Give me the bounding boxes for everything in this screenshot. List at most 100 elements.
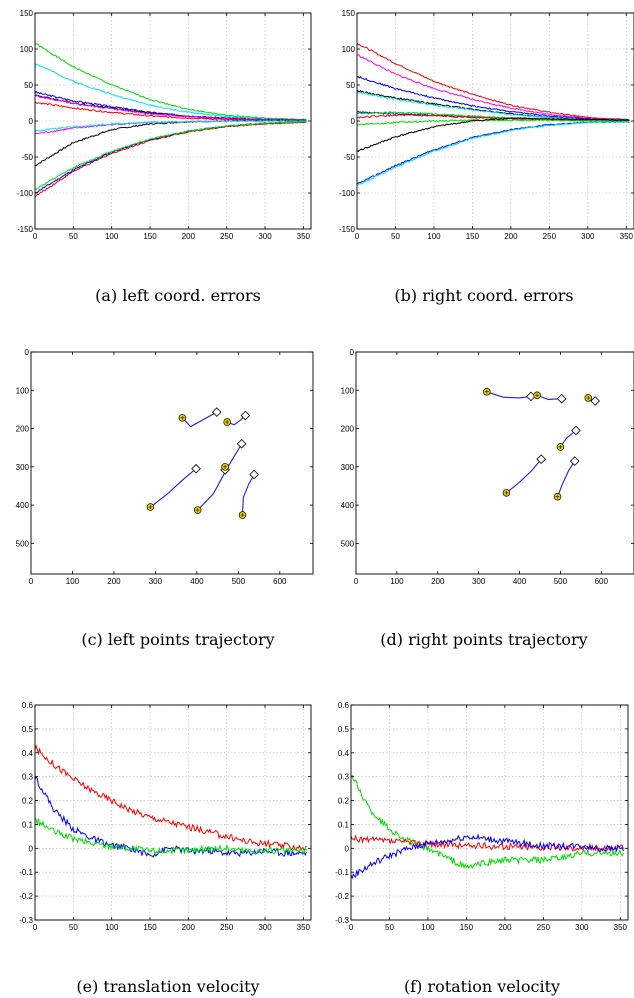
x-tick-label: 100 bbox=[421, 923, 435, 932]
x-tick-label: 0 bbox=[349, 923, 354, 932]
x-tick-label: 200 bbox=[182, 232, 196, 241]
x-tick-label: 200 bbox=[431, 577, 445, 586]
x-tick-label: 350 bbox=[297, 232, 311, 241]
x-tick-label: 100 bbox=[66, 577, 80, 586]
y-tick-label: 0.3 bbox=[22, 773, 34, 782]
y-tick-label: 400 bbox=[16, 501, 30, 510]
x-tick-label: 250 bbox=[543, 232, 557, 241]
x-tick-label: 100 bbox=[390, 577, 404, 586]
y-tick-label: 0.5 bbox=[338, 725, 350, 734]
panel-f: (f) rotation velocity 0 50 100 150 200 250 300… bbox=[335, 701, 629, 996]
x-tick-label: 0 bbox=[355, 232, 360, 241]
y-tick-label: 200 bbox=[16, 425, 30, 434]
y-tick-label: 0 bbox=[351, 117, 356, 126]
x-tick-label: 200 bbox=[504, 232, 518, 241]
y-tick-label: -50 bbox=[21, 153, 33, 162]
x-tick-label: 300 bbox=[149, 577, 163, 586]
x-tick-label: 100 bbox=[105, 232, 119, 241]
y-tick-label: -0.3 bbox=[335, 916, 349, 925]
y-tick-label: 100 bbox=[16, 386, 30, 395]
x-tick-label: 150 bbox=[143, 923, 157, 932]
series-line bbox=[34, 63, 307, 121]
series-line bbox=[350, 834, 624, 853]
y-tick-label: 150 bbox=[342, 9, 356, 18]
series-line bbox=[34, 42, 307, 121]
x-tick-label: 350 bbox=[297, 923, 311, 932]
x-tick-label: 300 bbox=[581, 232, 595, 241]
y-tick-label: 500 bbox=[341, 539, 355, 548]
x-tick-label: 0 bbox=[29, 577, 34, 586]
series-line bbox=[34, 775, 307, 858]
y-tick-label: 0.6 bbox=[22, 701, 34, 710]
axes-frame bbox=[350, 704, 629, 921]
x-tick-label: 350 bbox=[620, 232, 634, 241]
axes-frame bbox=[34, 704, 312, 921]
end-point-diamond bbox=[536, 454, 547, 464]
series-line bbox=[356, 120, 630, 186]
x-tick-label: 500 bbox=[232, 577, 246, 586]
axes-frame bbox=[30, 351, 314, 575]
y-tick-label: 0 bbox=[29, 844, 34, 853]
series-line bbox=[34, 94, 307, 122]
x-tick-label: 50 bbox=[385, 923, 394, 932]
y-tick-label: -0.3 bbox=[19, 916, 33, 925]
x-tick-label: 150 bbox=[466, 232, 480, 241]
end-point-diamond bbox=[211, 407, 222, 417]
series-line bbox=[350, 774, 624, 870]
x-tick-label: 600 bbox=[273, 577, 287, 586]
x-tick-label: 50 bbox=[69, 232, 78, 241]
panel-e: (e) translation velocity 0 50 100 150 200 250… bbox=[19, 701, 312, 996]
x-tick-label: 400 bbox=[513, 577, 527, 586]
y-tick-label: 0.1 bbox=[22, 820, 34, 829]
caption-f: (f) rotation velocity bbox=[404, 977, 560, 996]
y-tick-label: 100 bbox=[342, 45, 356, 54]
end-point-diamond bbox=[191, 463, 201, 474]
series-line bbox=[356, 75, 630, 122]
x-tick-label: 50 bbox=[69, 923, 78, 932]
trajectory-line bbox=[241, 474, 255, 516]
x-tick-label: 350 bbox=[614, 923, 628, 932]
x-tick-label: 150 bbox=[460, 923, 474, 932]
x-tick-label: 50 bbox=[391, 232, 400, 241]
series-line bbox=[34, 119, 307, 132]
y-tick-label: 200 bbox=[341, 425, 355, 434]
y-tick-label: 50 bbox=[24, 81, 33, 90]
y-tick-label: 0.5 bbox=[22, 725, 34, 734]
x-tick-label: 150 bbox=[143, 232, 157, 241]
y-tick-label: 150 bbox=[20, 9, 34, 18]
trajectory-line bbox=[197, 443, 243, 511]
series-line bbox=[34, 744, 307, 852]
caption-c: (c) left points trajectory bbox=[81, 630, 274, 649]
series-line bbox=[356, 117, 630, 153]
series-line bbox=[356, 120, 630, 185]
end-point-diamond bbox=[569, 456, 580, 466]
caption-a: (a) left coord. errors bbox=[95, 286, 261, 305]
y-tick-label: 300 bbox=[16, 463, 30, 472]
end-point-diamond bbox=[526, 391, 536, 402]
y-tick-label: -150 bbox=[339, 225, 356, 234]
trajectory-line bbox=[150, 468, 197, 508]
caption-b: (b) right coord. errors bbox=[394, 286, 573, 305]
series-line bbox=[34, 817, 307, 855]
x-tick-label: 100 bbox=[105, 923, 119, 932]
series-line bbox=[356, 42, 630, 121]
x-tick-label: 250 bbox=[220, 923, 234, 932]
y-tick-label: 0.1 bbox=[338, 820, 350, 829]
trajectory-line bbox=[506, 458, 542, 494]
series-line bbox=[34, 121, 307, 191]
y-tick-label: 0.3 bbox=[338, 773, 350, 782]
x-tick-label: 0 bbox=[354, 577, 359, 586]
panel-c: (c) left points trajectory 0 100 200 300 400… bbox=[16, 348, 314, 649]
x-tick-label: 100 bbox=[427, 232, 441, 241]
y-tick-label: 0.4 bbox=[22, 749, 34, 758]
y-tick-label: -100 bbox=[17, 189, 34, 198]
x-tick-label: 200 bbox=[107, 577, 121, 586]
trajectory-line bbox=[486, 391, 532, 399]
trajectory-line bbox=[557, 460, 576, 497]
y-tick-label: 100 bbox=[20, 45, 34, 54]
x-tick-label: 0 bbox=[33, 923, 38, 932]
end-point-diamond bbox=[590, 396, 600, 406]
y-tick-label: 0 bbox=[345, 844, 350, 853]
x-tick-label: 250 bbox=[537, 923, 551, 932]
end-point-diamond bbox=[249, 469, 259, 480]
